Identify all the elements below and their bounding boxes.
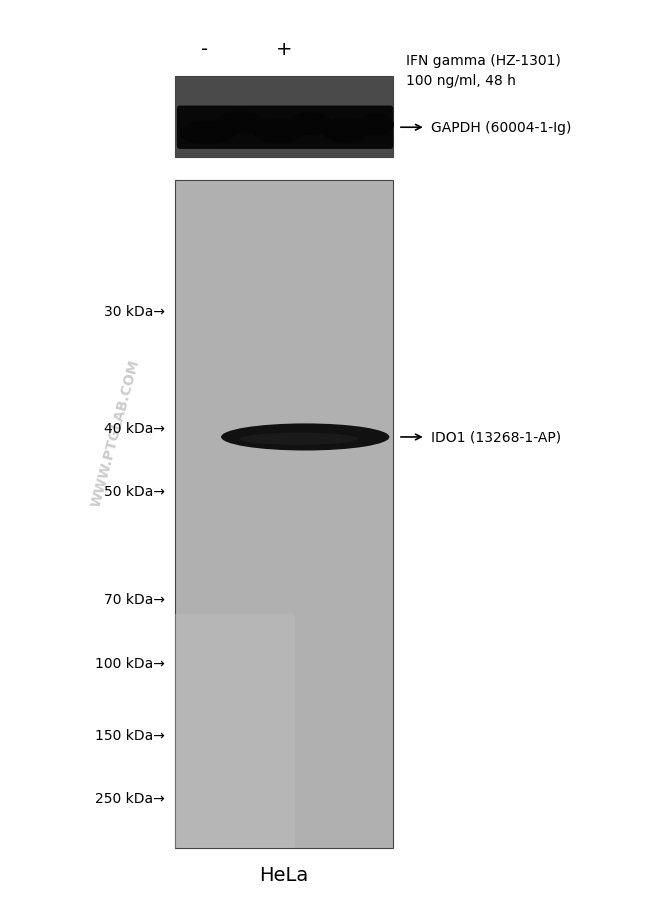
Text: +: + <box>276 40 292 60</box>
Text: IFN gamma (HZ-1301)
100 ng/ml, 48 h: IFN gamma (HZ-1301) 100 ng/ml, 48 h <box>406 54 561 87</box>
Bar <box>175 614 294 848</box>
Text: WWW.PTGLAB.COM: WWW.PTGLAB.COM <box>89 357 142 509</box>
Text: 50 kDa→: 50 kDa→ <box>104 484 165 499</box>
Ellipse shape <box>321 118 371 143</box>
Ellipse shape <box>180 122 236 145</box>
Text: -: - <box>201 40 208 60</box>
Bar <box>175 77 393 158</box>
Bar <box>175 180 393 848</box>
Ellipse shape <box>288 114 331 136</box>
Text: 30 kDa→: 30 kDa→ <box>104 304 165 318</box>
Text: HeLa: HeLa <box>259 865 308 885</box>
Text: IDO1 (13268-1-AP): IDO1 (13268-1-AP) <box>431 430 561 445</box>
Text: GAPDH (60004-1-Ig): GAPDH (60004-1-Ig) <box>431 121 572 135</box>
Ellipse shape <box>252 119 305 143</box>
Text: 100 kDa→: 100 kDa→ <box>95 656 165 670</box>
Ellipse shape <box>221 424 389 451</box>
Ellipse shape <box>240 433 358 446</box>
Text: 250 kDa→: 250 kDa→ <box>95 791 165 805</box>
Text: 40 kDa→: 40 kDa→ <box>104 421 165 436</box>
Ellipse shape <box>358 115 394 136</box>
FancyBboxPatch shape <box>177 106 393 150</box>
Text: 150 kDa→: 150 kDa→ <box>95 728 165 742</box>
Ellipse shape <box>216 113 265 134</box>
Text: 70 kDa→: 70 kDa→ <box>104 593 165 607</box>
